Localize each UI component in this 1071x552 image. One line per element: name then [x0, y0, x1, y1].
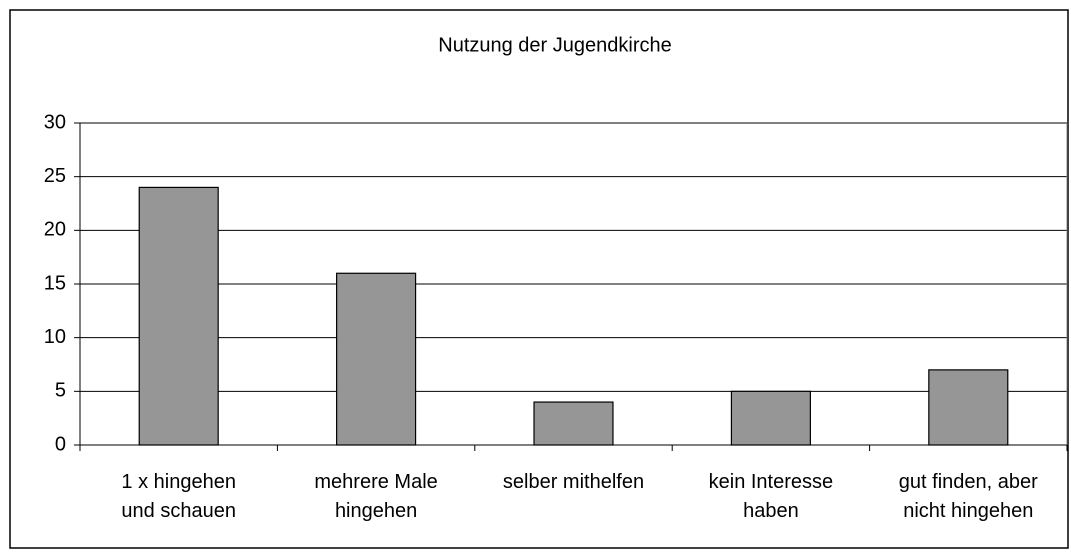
- x-tick-label: gut finden, aber nicht hingehen: [898, 471, 1038, 522]
- x-tick-label: selber mithelfen: [502, 471, 645, 493]
- y-tick-label: 5: [55, 380, 66, 402]
- bar: [533, 401, 614, 446]
- chart-title: Nutzung der Jugendkirche: [438, 34, 671, 56]
- y-tick-label: 20: [44, 219, 66, 241]
- y-tick-label: 0: [55, 433, 66, 455]
- bar: [730, 390, 811, 446]
- bar: [138, 186, 219, 446]
- y-tick-label: 30: [44, 111, 66, 133]
- y-tick-label: 15: [44, 272, 66, 294]
- bar: [928, 369, 1009, 446]
- y-tick-label: 10: [44, 326, 66, 348]
- x-tick-label: mehrere Male hingehen: [314, 471, 438, 522]
- y-tick-label: 25: [44, 165, 66, 187]
- bar: [336, 272, 417, 446]
- x-tick-label: kein Interesse haben: [708, 471, 834, 522]
- x-tick-label: 1 x hingehen und schauen: [121, 471, 236, 522]
